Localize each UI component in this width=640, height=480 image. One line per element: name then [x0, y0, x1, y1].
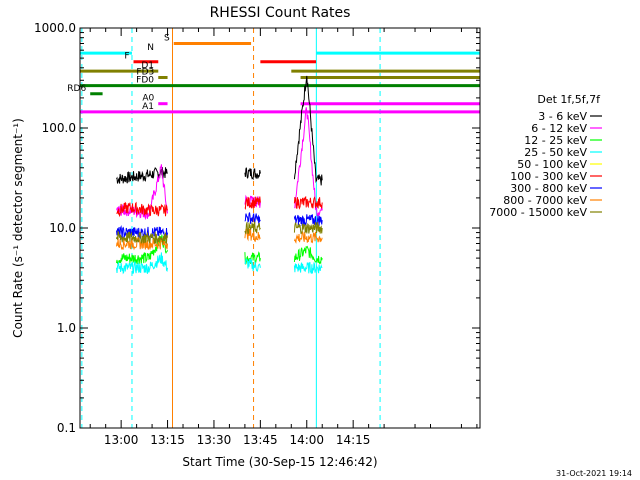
series-line: [244, 196, 261, 210]
legend-entry-label: 6 - 12 keV: [531, 122, 587, 135]
series-line: [244, 167, 261, 181]
series-line: [116, 201, 168, 218]
series-line: [116, 230, 168, 245]
flag-label-a1: A1: [142, 102, 154, 112]
series-line: [293, 75, 323, 186]
x-tick-label: 14:00: [289, 433, 324, 447]
x-tick-label: 13:30: [197, 433, 232, 447]
legend-entry-label: 12 - 25 keV: [524, 134, 587, 147]
series-line: [244, 251, 261, 265]
legend-title: Det 1f,5f,7f: [537, 93, 601, 106]
series-line: [244, 212, 261, 226]
y-axis-label: Count Rate (s⁻¹ detector segment⁻¹): [11, 118, 25, 338]
flag-label-rd6: RD6: [67, 84, 86, 94]
series-line: [244, 221, 261, 235]
footer-timestamp: 31-Oct-2021 19:14: [556, 469, 632, 478]
series-line: [116, 167, 168, 184]
series-line: [244, 227, 261, 243]
series-line: [293, 245, 323, 265]
axis-ticks: 13:00 13:15 13:30 13:45 14:00 14:15 0.1 1.0 10.0…: [34, 21, 480, 447]
series-line: [293, 261, 323, 274]
x-axis-label: Start Time (30-Sep-15 12:46:42): [182, 455, 377, 469]
legend-entry-label: 3 - 6 keV: [538, 110, 587, 123]
series-line: [293, 221, 323, 235]
legend-entry-label: 100 - 300 keV: [510, 170, 587, 183]
data-series: [116, 75, 323, 275]
y-tick-label: 0.1: [57, 421, 76, 435]
legend-entry-label: 800 - 7000 keV: [503, 194, 587, 207]
x-tick-label: 13:00: [104, 433, 139, 447]
flag-label-a0: A0: [142, 94, 154, 104]
legend-entry-label: 50 - 100 keV: [517, 158, 587, 171]
y-tick-label: 1000.0: [34, 21, 76, 35]
series-line: [293, 231, 323, 244]
flag-label-fd3: FD3: [136, 67, 154, 77]
legend-entry-label: 300 - 800 keV: [510, 182, 587, 195]
x-tick-label: 13:15: [150, 433, 185, 447]
series-line: [293, 195, 323, 210]
series-line: [244, 258, 261, 272]
flag-label-fd0: FD0: [136, 76, 154, 86]
series-line: [116, 252, 168, 275]
flag-label-n: N: [147, 43, 154, 53]
flag-label-s: S: [164, 33, 170, 43]
x-tick-label: 14:15: [336, 433, 371, 447]
flag-label-f: F: [124, 52, 129, 62]
chart-title: RHESSI Count Rates: [210, 5, 351, 21]
x-tick-label: 13:45: [243, 433, 278, 447]
y-tick-label: 1.0: [57, 321, 76, 335]
y-tick-label: 10.0: [49, 221, 76, 235]
series-line: [116, 235, 168, 251]
series-line: [294, 107, 323, 217]
legend-entry-label: 25 - 50 keV: [524, 146, 587, 159]
flag-label-d1: D1: [141, 61, 154, 71]
series-line: [293, 214, 323, 227]
series-line: [116, 225, 168, 239]
y-tick-label: 100.0: [42, 121, 76, 135]
legend-entry-label: 7000 - 15000 keV: [489, 206, 587, 219]
